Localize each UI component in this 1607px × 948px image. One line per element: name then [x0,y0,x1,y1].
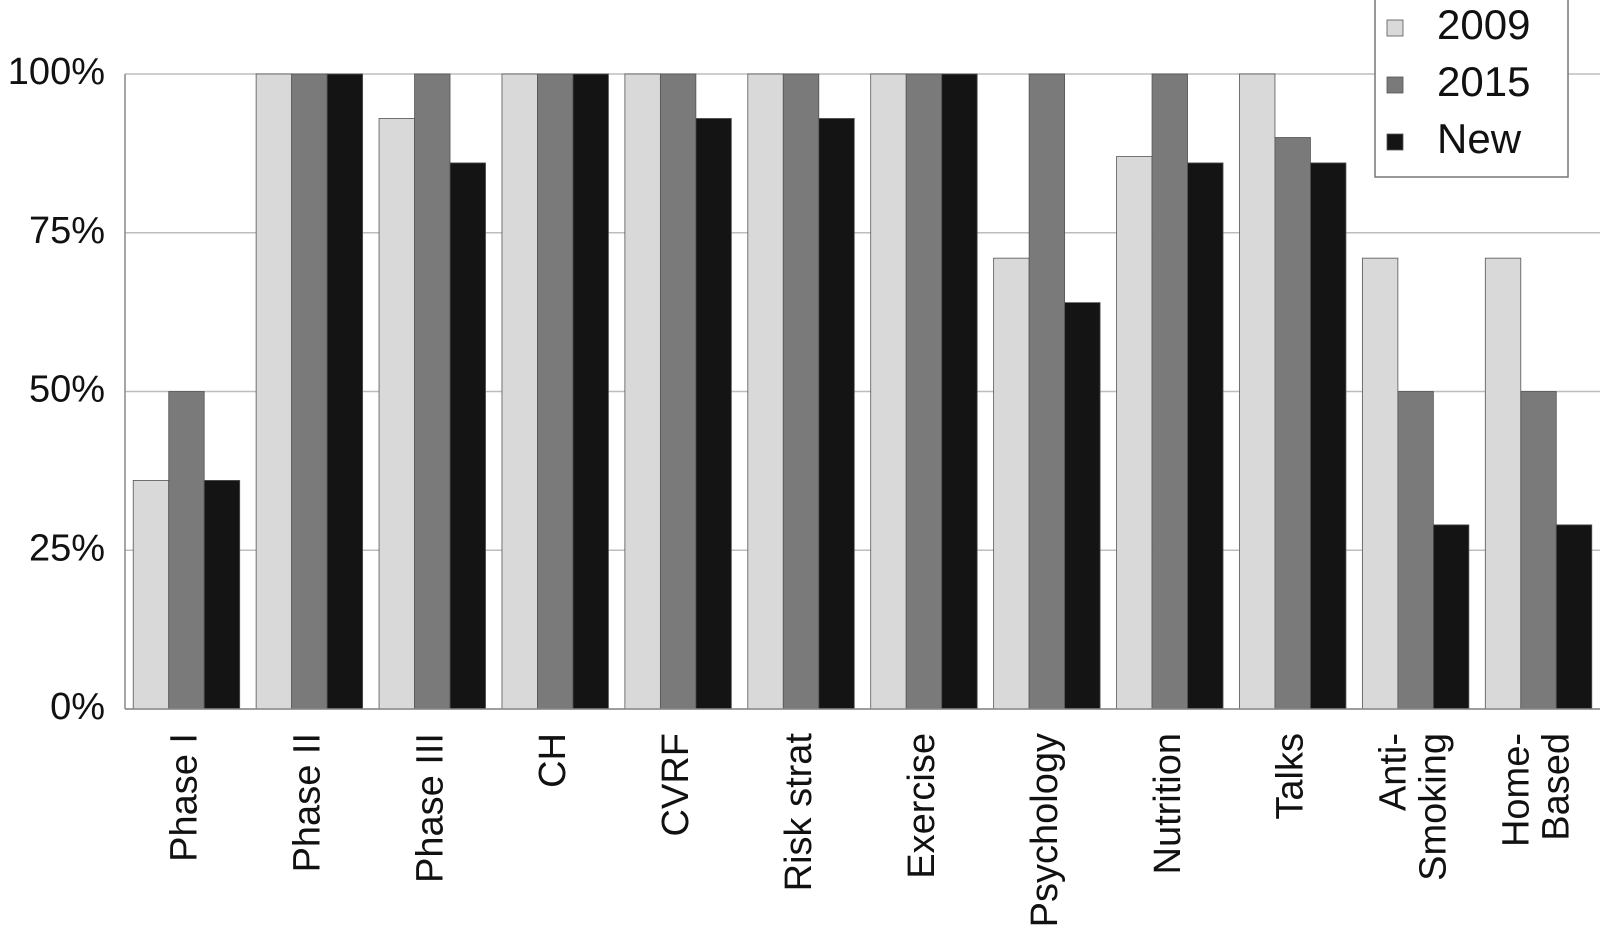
legend-swatch [1386,19,1404,37]
legend-label: 2015 [1437,58,1530,105]
y-tick-label: 0% [50,686,105,728]
x-tick-label: Psychology [1024,733,1066,927]
bar [203,479,241,710]
bar [1397,391,1434,710]
x-tick-label: Nutrition [1147,733,1189,875]
bar [747,73,784,710]
bar [1028,73,1066,710]
x-tick-label: Talks [1270,733,1312,820]
bar [449,162,486,710]
bar [659,73,697,710]
bar [870,73,907,710]
x-tick-label: Phase I [163,733,205,862]
legend-label: New [1437,115,1522,162]
bar [1432,524,1470,710]
bar [1274,137,1311,710]
x-tick-label: Home-Based [1496,733,1578,847]
bar [1064,302,1101,710]
bar [501,73,538,710]
x-tick-label: CH [532,733,574,788]
bar [572,73,609,710]
bar [1310,162,1347,710]
bar [905,73,943,710]
legend-box [1374,0,1569,178]
bar [326,73,364,710]
x-tick-label: CVRF [655,733,697,836]
x-tick-label: Phase II [286,733,328,872]
y-tick-label: 75% [29,210,105,252]
x-tick-label: Phase III [409,733,451,883]
bar [132,479,170,710]
x-tick-label: Exercise [901,733,943,879]
bar [1555,524,1593,710]
bar [1151,73,1188,710]
y-tick-label: 25% [29,527,105,569]
bar [624,73,661,710]
bar [255,73,293,710]
bar [168,391,205,710]
y-tick-label: 50% [29,369,105,411]
bar [378,118,415,710]
x-tick-label: Risk strat [778,733,820,892]
x-tick-label: Anti-Smoking [1373,733,1455,881]
bar [1484,257,1522,710]
bar [414,73,451,710]
legend-label: 2009 [1437,1,1530,48]
bar [818,118,855,710]
legend-swatch [1386,76,1404,94]
bar [941,73,978,710]
bar [1361,257,1399,710]
y-tick-label: 100% [8,51,105,93]
bar [1187,162,1224,710]
bar [1239,73,1276,710]
bar [695,118,732,710]
legend-swatch [1386,133,1404,151]
bar [1116,156,1153,710]
bar [782,73,820,710]
bar [1520,391,1557,710]
bar [993,257,1030,710]
bar [537,73,574,710]
bar [291,73,328,710]
